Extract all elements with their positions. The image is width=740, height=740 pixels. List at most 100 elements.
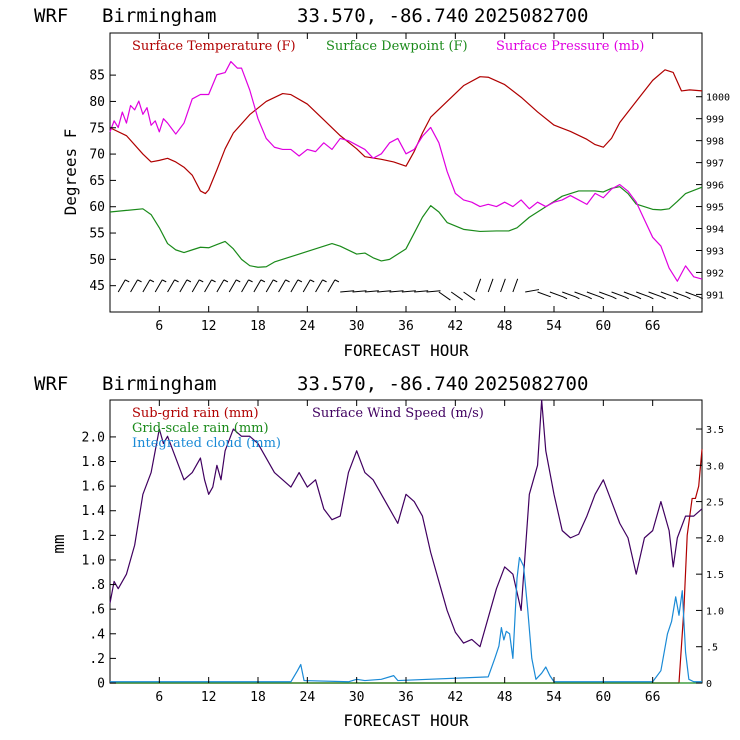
wind-barb-flag	[235, 279, 241, 283]
wind-barb	[154, 279, 163, 293]
wind-barb-flag	[649, 296, 654, 300]
wind-barb-flag	[587, 296, 592, 300]
panel1-header: WRF Birmingham 33.570, -86.740 202508270…	[34, 5, 588, 27]
panel2-run: 2025082700	[474, 373, 588, 395]
x-tick-label: 18	[250, 690, 266, 705]
wind-barb	[340, 290, 355, 293]
panel1-run: 2025082700	[474, 5, 588, 27]
wind-barb	[450, 291, 463, 301]
wind-barb-flag	[137, 279, 142, 283]
wind-barbs	[117, 278, 703, 301]
panel2-coords: 33.570, -86.740	[297, 373, 469, 395]
panel1-frame	[109, 32, 703, 313]
y-tick-label: 1.0	[82, 553, 105, 568]
y2-tick-label: 996	[706, 181, 724, 192]
x-tick-label: 48	[497, 319, 513, 334]
y2-tick-label: 0	[706, 679, 712, 690]
y2-tick-label: 3.0	[706, 461, 724, 472]
wind-barb-flag	[174, 279, 179, 283]
x-tick-label: 30	[349, 690, 365, 705]
x-tick-label: 24	[300, 690, 316, 705]
y2-tick-label: 2.0	[706, 534, 724, 545]
wind-barb	[216, 279, 225, 293]
series-line-surface-wind-speed	[109, 399, 703, 648]
wind-barb	[389, 290, 404, 293]
wind-barb-flag	[161, 279, 167, 283]
wind-barb-flag	[599, 296, 605, 300]
series-line-surface-dewpoint	[109, 186, 703, 268]
y-tick-label: .4	[89, 627, 105, 642]
wind-barb	[377, 290, 392, 293]
x-tick-label: 54	[546, 690, 562, 705]
wind-barb	[475, 278, 482, 293]
x-tick-label: 42	[448, 319, 464, 334]
x-tick-label: 18	[250, 319, 266, 334]
wind-barb	[623, 291, 638, 298]
y-tick-label: 70	[89, 148, 105, 163]
wind-barb	[685, 291, 699, 298]
y-tick-label: 0	[97, 677, 105, 692]
y2-tick-label: 1.0	[706, 606, 724, 617]
wind-barb-flag	[297, 279, 303, 283]
wind-barb	[673, 291, 687, 298]
panel2-legend: Sub-grid rain (mm) Surface Wind Speed (m…	[132, 406, 484, 451]
wind-barb	[278, 279, 286, 293]
wind-barb	[117, 279, 126, 293]
y-tick-label: 75	[89, 121, 105, 136]
series-line-surface-temperature	[109, 69, 703, 195]
panel2-model: WRF	[34, 373, 68, 395]
wind-barb	[611, 291, 625, 298]
wind-barb-flag	[223, 279, 229, 283]
y2-tick-label: 992	[706, 268, 724, 279]
y-tick-label: 50	[89, 253, 105, 268]
x-tick-label: 36	[398, 319, 414, 334]
legend-pressure: Surface Pressure (mb)	[496, 39, 644, 54]
legend-temperature: Surface Temperature (F)	[132, 39, 296, 54]
panel1-xlabel: FORECAST HOUR	[343, 341, 469, 360]
wind-barb	[130, 279, 138, 293]
y-tick-label: 1.2	[82, 529, 105, 544]
wind-barb-flag	[698, 296, 703, 300]
wind-barb-flag	[322, 279, 327, 283]
x-tick-label: 42	[448, 690, 464, 705]
wind-barb-flag	[198, 279, 204, 283]
wind-barb-flag	[149, 279, 155, 283]
y-tick-label: 65	[89, 174, 105, 189]
y2-tick-label: 991	[706, 290, 724, 301]
wind-barb-flag	[309, 279, 315, 283]
panel2-station: Birmingham	[102, 373, 216, 395]
x-tick-label: 24	[300, 319, 316, 334]
wind-barb	[537, 291, 551, 298]
legend-subgrid-rain: Sub-grid rain (mm)	[132, 406, 259, 421]
y2-tick-label: 999	[706, 115, 724, 126]
wind-barb-flag	[624, 296, 629, 300]
wind-barb-flag	[636, 296, 642, 300]
wind-barb	[241, 279, 249, 293]
y2-tick-label: 995	[706, 203, 724, 214]
wind-barb	[438, 291, 451, 301]
y-tick-label: 85	[89, 69, 105, 84]
wind-barb	[574, 291, 588, 298]
wind-barb	[191, 279, 200, 293]
wind-barb-flag	[686, 296, 691, 300]
panel2-xlabel: FORECAST HOUR	[343, 711, 469, 730]
wind-barb-flag	[562, 296, 568, 300]
wind-barb-flag	[661, 296, 666, 300]
y2-tick-label: 998	[706, 137, 724, 148]
wind-barb	[562, 291, 576, 298]
wind-barb-flag	[575, 296, 580, 300]
wind-barb	[315, 279, 323, 293]
wind-barb	[636, 291, 650, 298]
wind-barb-flag	[260, 279, 266, 283]
x-tick-label: 60	[596, 690, 612, 705]
wind-barb	[648, 291, 662, 298]
y-tick-label: 2.0	[82, 430, 105, 445]
y-tick-label: .6	[89, 603, 105, 618]
x-tick-label: 66	[645, 690, 661, 705]
wind-barb	[487, 278, 494, 293]
y-tick-label: 1.4	[82, 504, 106, 519]
panel2-header: WRF Birmingham 33.570, -86.740 202508270…	[34, 373, 588, 395]
y-tick-label: 60	[89, 200, 105, 215]
wind-barb	[364, 290, 379, 293]
panel1-ylabel: Degrees F	[61, 129, 80, 216]
